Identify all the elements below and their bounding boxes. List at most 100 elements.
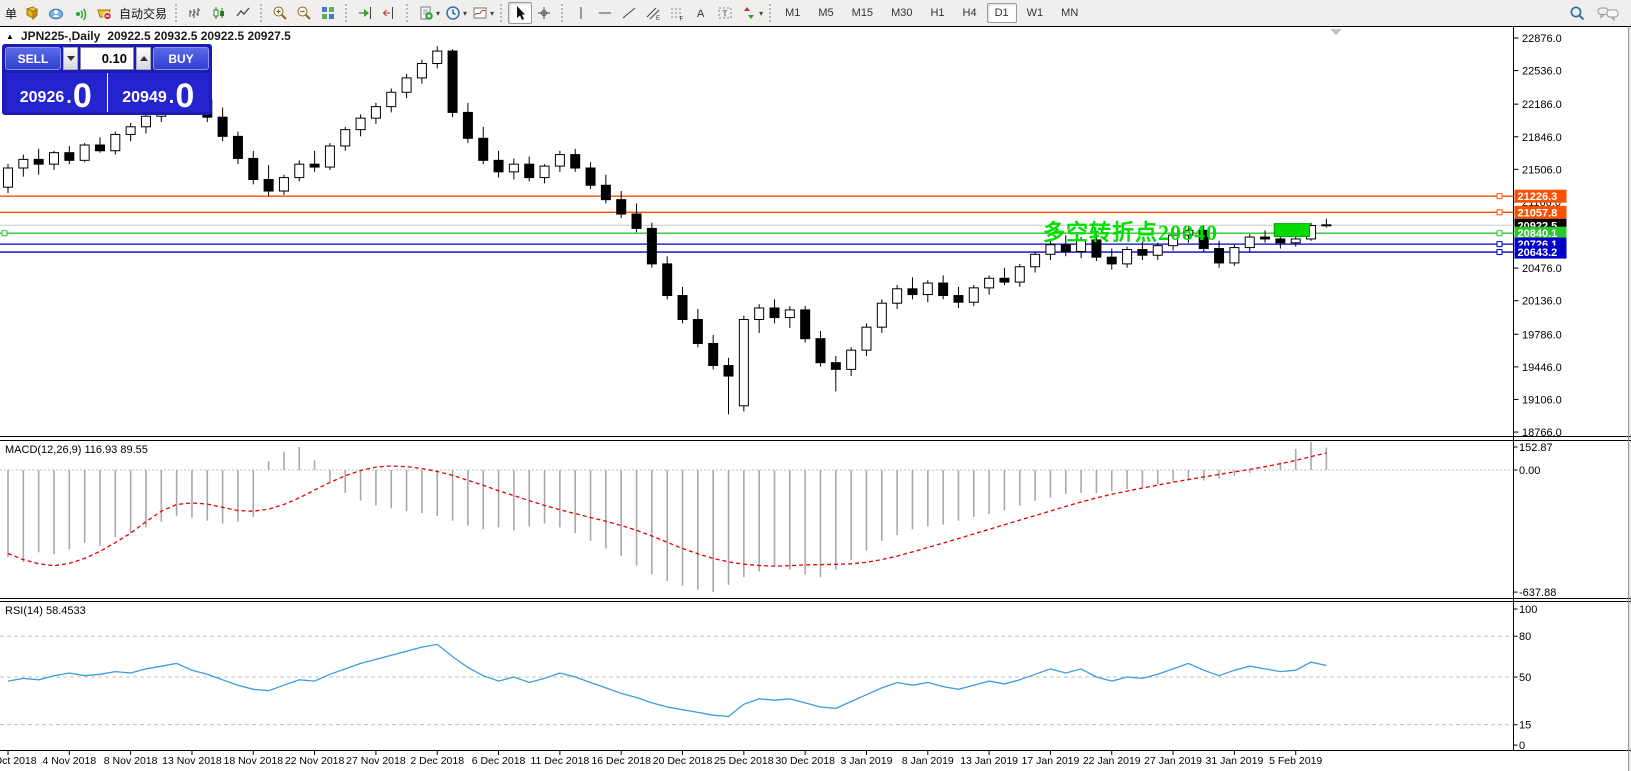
fibonacci-icon[interactable]: F [665,2,689,24]
timeframe-m15[interactable]: M15 [851,7,874,19]
svg-text:152.87: 152.87 [1519,442,1553,454]
auto-scroll-icon[interactable] [353,2,377,24]
search-icon[interactable] [1565,2,1589,24]
trendline-icon[interactable] [617,2,641,24]
triangle-up-icon [139,56,148,61]
trade-prices-row: 20926. 0 20949. 0 [5,73,209,116]
order-ticket-icon[interactable] [20,2,44,24]
indicators-icon[interactable] [414,2,438,24]
main-toolbar: 单 自动交易 ▾ ▾ ▾ [0,0,1631,26]
hline-objects[interactable] [0,195,1514,253]
timeframe-h1[interactable]: H1 [930,7,945,19]
signals-icon[interactable] [68,2,92,24]
ohlc-values: 20922.5 20932.5 20922.5 20927.5 [107,29,291,43]
timeframe-h4[interactable]: H4 [962,7,977,19]
sell-price-main: 20926 [19,89,65,106]
trade-controls-row: SELL BUY [5,47,209,70]
volume-increase-button[interactable] [136,47,151,70]
svg-text:A: A [697,8,705,20]
svg-text:8 Nov 2018: 8 Nov 2018 [104,755,158,767]
svg-text:0: 0 [1519,740,1525,752]
periods-icon[interactable] [441,2,465,24]
chart-shift-icon[interactable] [377,2,401,24]
text-label-icon[interactable]: T [713,2,737,24]
toolbar-separator [260,4,263,22]
crosshair-icon[interactable] [532,2,556,24]
toolbar-separator [345,4,348,22]
svg-text:-637.88: -637.88 [1519,587,1556,599]
equidistant-channel-icon[interactable]: E [641,2,665,24]
timeframe-d1[interactable]: D1 [986,3,1017,23]
svg-text:21846.0: 21846.0 [1522,132,1562,144]
chat-icon[interactable] [1595,2,1623,24]
svg-text:20643.2: 20643.2 [1518,247,1558,259]
svg-text:16 Dec 2018: 16 Dec 2018 [591,755,651,767]
svg-text:18766.0: 18766.0 [1522,427,1562,439]
volume-decrease-button[interactable] [63,47,78,70]
cursor-icon[interactable] [508,2,533,24]
buy-price-display[interactable]: 20949. 0 [107,73,209,116]
vertical-line-icon[interactable] [569,2,593,24]
toolbar-separator [769,4,772,22]
buy-button[interactable]: BUY [153,47,209,70]
timeframe-mn[interactable]: MN [1061,7,1079,19]
new-order-button[interactable]: 单 [5,6,18,21]
timeframe-w1[interactable]: W1 [1026,7,1044,19]
toolbar-separator [406,4,409,22]
timeframe-m1[interactable]: M1 [785,7,801,19]
autotrading-button[interactable]: 自动交易 [119,6,168,21]
svg-text:21506.0: 21506.0 [1522,164,1562,176]
svg-text:19446.0: 19446.0 [1522,362,1562,374]
dropdown-arrow-icon[interactable]: ▾ [490,8,495,18]
candlestick-series[interactable] [3,46,1332,415]
chart-shift-marker [1330,29,1342,35]
svg-text:E: E [656,16,660,21]
arrows-tool-icon[interactable] [737,2,761,24]
dropdown-arrow-icon[interactable]: ▾ [436,8,441,18]
chart-annotation-text[interactable]: 多空转折点20840 [1043,220,1219,245]
zoom-out-icon[interactable] [292,2,316,24]
buy-price-big-digit: 0 [175,77,195,116]
svg-text:100: 100 [1519,604,1537,616]
volume-input[interactable] [80,47,134,70]
date-axis: 30 Oct 2018 4 Nov 2018 8 Nov 2018 13 Nov 20… [0,750,1322,767]
toolbar-separator [500,4,503,22]
line-chart-icon[interactable] [231,2,255,24]
highlight-rectangle-object[interactable] [1273,223,1311,238]
horizontal-line-icon[interactable] [593,2,617,24]
panel-collapse-icon[interactable]: ▲ [6,31,14,41]
svg-text:25 Dec 2018: 25 Dec 2018 [714,755,774,767]
svg-text:31 Jan 2019: 31 Jan 2019 [1205,755,1263,767]
autotrading-icon[interactable] [92,2,116,24]
rsi-line [7,643,1327,718]
sell-price-big-digit: 0 [72,77,92,116]
svg-text:3 Jan 2019: 3 Jan 2019 [840,755,892,767]
svg-text:21226.3: 21226.3 [1518,191,1558,203]
sell-button[interactable]: SELL [5,47,61,70]
zoom-in-icon[interactable] [268,2,292,24]
svg-text:50: 50 [1519,672,1531,684]
svg-text:6 Dec 2018: 6 Dec 2018 [472,755,526,767]
svg-text:2 Dec 2018: 2 Dec 2018 [410,755,464,767]
templates-icon[interactable] [468,2,492,24]
timeframe-m30[interactable]: M30 [891,7,913,19]
macd-signal-line [7,452,1327,567]
svg-text:80: 80 [1519,631,1531,643]
tile-windows-icon[interactable] [316,2,340,24]
timeframe-m5[interactable]: M5 [818,7,834,19]
dropdown-arrow-icon[interactable]: ▾ [463,8,468,18]
svg-text:22 Nov 2018: 22 Nov 2018 [285,755,345,767]
candlestick-chart-icon[interactable] [207,2,231,24]
community-icon[interactable] [44,2,68,24]
svg-text:19106.0: 19106.0 [1522,394,1562,406]
svg-text:4 Nov 2018: 4 Nov 2018 [42,755,96,767]
sell-price-display[interactable]: 20926. 0 [5,73,107,116]
svg-text:15: 15 [1519,720,1531,732]
dropdown-arrow-icon[interactable]: ▾ [759,8,764,18]
svg-text:18 Nov 2018: 18 Nov 2018 [224,755,284,767]
svg-text:20 Dec 2018: 20 Dec 2018 [653,755,713,767]
svg-text:5 Feb 2019: 5 Feb 2019 [1269,755,1322,767]
bar-chart-icon[interactable] [183,2,207,24]
text-icon[interactable]: A [689,2,713,24]
